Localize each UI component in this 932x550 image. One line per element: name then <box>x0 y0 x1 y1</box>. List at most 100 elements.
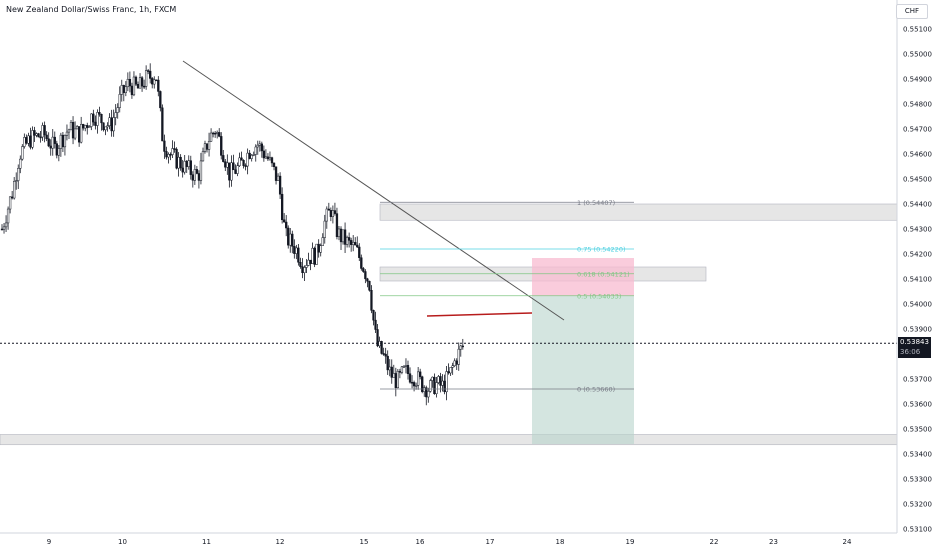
candle-down <box>242 160 245 166</box>
upper-resistance-zone <box>379 203 897 221</box>
time-tick-label: 22 <box>710 538 719 546</box>
candle-up <box>144 70 148 87</box>
candle-down <box>244 165 247 167</box>
candle-up <box>21 146 24 160</box>
candle-down <box>100 114 103 124</box>
candle-down <box>384 353 387 357</box>
candle-down <box>327 208 330 211</box>
candle-up <box>167 154 170 158</box>
candle-up <box>67 129 71 133</box>
price-tick-label: 0.53900 <box>903 326 932 334</box>
price-tick-label: 0.54800 <box>903 101 932 109</box>
currency-button[interactable]: CHF <box>896 4 928 19</box>
candle-down <box>224 161 227 168</box>
candle-up <box>276 175 280 181</box>
candle-down <box>92 113 95 123</box>
candle-down <box>33 130 36 136</box>
position-stop-zone <box>532 258 634 296</box>
candle-up <box>6 208 10 224</box>
candle-up <box>226 162 229 168</box>
candle-down <box>110 117 113 132</box>
price-tick-label: 0.53200 <box>903 501 932 509</box>
candle-down <box>301 266 304 273</box>
candle-down <box>368 280 371 291</box>
time-tick-label: 16 <box>416 538 425 546</box>
candle-up <box>193 169 196 181</box>
candle-up <box>402 366 406 368</box>
candle-down <box>313 247 316 265</box>
candle-up <box>252 154 255 156</box>
candle-up <box>51 136 54 149</box>
candle-up <box>295 247 298 254</box>
candle-down <box>421 376 424 392</box>
candle-up <box>59 134 63 149</box>
candle-down <box>274 166 278 181</box>
candle-up <box>19 158 22 169</box>
candle-up <box>23 137 26 147</box>
candle-down <box>173 148 176 150</box>
candle-up <box>8 196 12 210</box>
candle-down <box>214 132 217 135</box>
candle-up <box>427 391 430 398</box>
time-tick-label: 9 <box>47 538 51 546</box>
trendline <box>182 60 565 321</box>
candle-up <box>108 117 111 126</box>
candle-down <box>270 157 274 164</box>
candle-down <box>278 175 282 195</box>
candle-down <box>354 242 357 246</box>
candle-down <box>86 125 89 128</box>
price-tick-label: 0.53400 <box>903 451 932 459</box>
candle-up <box>246 152 249 167</box>
candle-down <box>406 365 410 374</box>
candle-up <box>177 156 180 169</box>
candle-down <box>39 136 42 139</box>
candle-up <box>120 85 123 95</box>
candle-down <box>181 167 184 173</box>
price-axis[interactable]: 0.55100 0.55000 0.54900 0.54800 0.54700 0.546… <box>903 26 932 534</box>
candle-down <box>140 77 144 87</box>
candle-up <box>319 245 322 253</box>
candle-up <box>63 135 67 148</box>
candle-down <box>189 160 192 175</box>
candle-up <box>404 365 408 367</box>
candle-down <box>370 290 373 311</box>
candle-down <box>386 355 389 371</box>
candle-down <box>102 122 105 131</box>
candle-down <box>175 148 178 169</box>
candle-up <box>31 130 34 148</box>
candle-down <box>82 124 85 129</box>
candle-down <box>43 125 46 136</box>
candle-down <box>272 162 276 168</box>
candle-down <box>358 246 361 258</box>
candle-up <box>69 122 73 131</box>
candle-up <box>437 376 440 383</box>
candle-down <box>45 134 48 140</box>
candle-down <box>374 319 377 330</box>
candle-up <box>451 365 454 368</box>
candle-down <box>134 76 138 85</box>
candle-down <box>130 85 134 96</box>
candle-up <box>209 132 213 142</box>
candle-down <box>248 152 251 159</box>
candle-up <box>132 76 136 96</box>
candle-up <box>73 128 77 139</box>
candle-down <box>29 135 32 148</box>
candle-up <box>337 228 341 237</box>
drawing-layer[interactable]: 1 (0.54407) 0.75 (0.54220) 0.618 (0.54121)… <box>0 60 897 394</box>
candle-up <box>199 160 203 181</box>
time-axis[interactable]: 9 10 11 12 15 16 17 18 19 22 23 24 <box>47 538 852 546</box>
candle-up <box>4 222 8 228</box>
candle-up <box>396 371 400 389</box>
price-tick-label: 0.53600 <box>903 401 932 409</box>
candle-up <box>118 94 121 108</box>
last-price-label: 0.53843 <box>900 338 929 346</box>
candle-up <box>153 79 156 85</box>
fib-level-label: 0.618 (0.54121) <box>577 270 630 278</box>
price-tick-label: 0.54400 <box>903 201 932 209</box>
candle-up <box>106 125 109 128</box>
time-tick-label: 19 <box>626 538 635 546</box>
candle-down <box>77 126 81 143</box>
candle-down <box>455 360 458 365</box>
candle-up <box>423 387 426 392</box>
